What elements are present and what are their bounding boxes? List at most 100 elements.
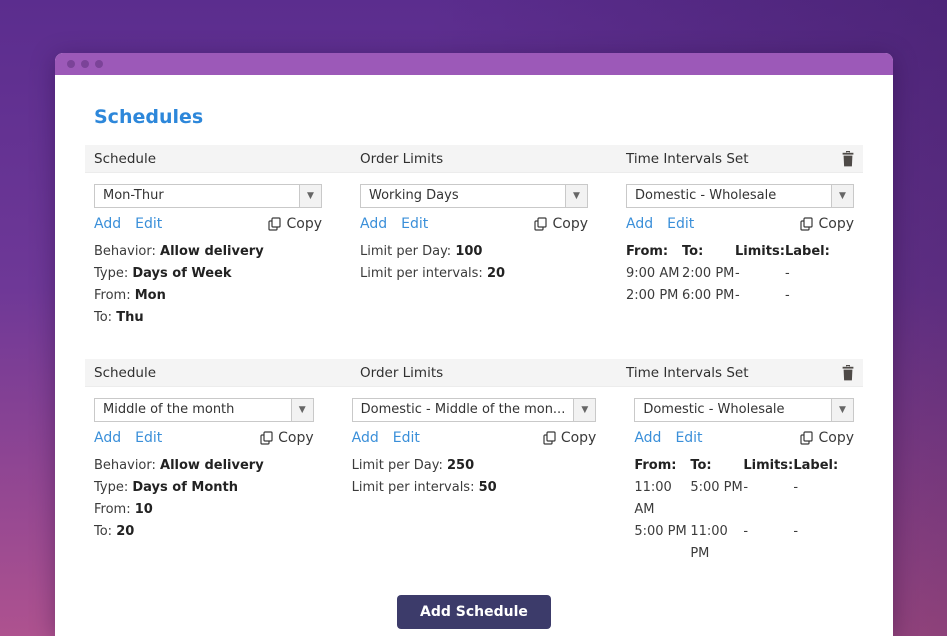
window-dot <box>95 60 103 68</box>
delete-schedule-button[interactable] <box>839 150 857 168</box>
order-limits-copy-button[interactable]: Copy <box>543 430 596 446</box>
schedule-select-value: Mon-Thur <box>103 188 164 203</box>
interval-cell: 2:00 PM <box>626 288 679 303</box>
schedule-select[interactable]: Mon-Thur ▼ <box>94 184 322 208</box>
interval-cell: 2:00 PM <box>682 266 735 281</box>
time-intervals-column: Domestic - Wholesale ▼ Add Edit <box>626 184 854 329</box>
time-intervals-edit-link[interactable]: Edit <box>675 430 703 446</box>
time-intervals-column-header: Time Intervals Set <box>626 365 749 381</box>
interval-cell: 5:00 PM <box>634 524 687 539</box>
order-limits-column-header: Order Limits <box>360 151 444 167</box>
order-limits-column-header: Order Limits <box>360 365 444 381</box>
schedule-edit-link[interactable]: Edit <box>135 430 163 446</box>
time-intervals-select[interactable]: Domestic - Wholesale ▼ <box>634 398 854 422</box>
order-limit-detail: Limit per Day: 250 <box>351 458 475 473</box>
schedule-add-link[interactable]: Add <box>94 430 122 446</box>
schedule-detail: To: Thu <box>94 310 144 325</box>
schedule-card-body: Mon-Thur ▼ Add Edit <box>85 173 863 329</box>
time-intervals-select-value: Domestic - Wholesale <box>635 188 777 203</box>
schedule-add-link[interactable]: Add <box>94 216 122 232</box>
interval-cell: 11:00 AM <box>634 480 672 517</box>
window-titlebar <box>55 53 893 75</box>
copy-icon <box>534 217 548 231</box>
copy-icon <box>260 431 273 445</box>
time-intervals-add-link[interactable]: Add <box>626 216 654 232</box>
interval-cell: - <box>735 266 740 281</box>
time-intervals-column: Domestic - Wholesale ▼ Add Edit <box>634 398 854 565</box>
time-intervals-copy-button[interactable]: Copy <box>800 216 854 232</box>
order-limits-column: Working Days ▼ Add Edit <box>360 184 588 329</box>
order-limits-edit-link[interactable]: Edit <box>392 430 420 446</box>
time-intervals-select-value: Domestic - Wholesale <box>643 402 785 417</box>
schedule-copy-button[interactable]: Copy <box>260 430 314 446</box>
order-limit-detail: Limit per intervals: 20 <box>360 266 506 281</box>
interval-cell: 6:00 PM <box>682 288 735 303</box>
chevron-down-icon[interactable]: ▼ <box>573 399 596 421</box>
intervals-table: From: To: Limits: Label: 11:00 AM 5:00 P… <box>634 455 854 565</box>
time-intervals-copy-button[interactable]: Copy <box>800 430 854 446</box>
order-limits-select[interactable]: Domestic - Middle of the mon... ▼ <box>351 398 597 422</box>
time-intervals-column-header: Time Intervals Set <box>626 151 749 167</box>
interval-cell: - <box>735 288 740 303</box>
intervals-table: From: To: Limits: Label: 9:00 AM 2:00 PM… <box>626 241 854 307</box>
interval-cell: - <box>743 480 749 495</box>
schedule-edit-link[interactable]: Edit <box>135 216 163 232</box>
schedule-detail: Behavior: Allow delivery <box>94 244 264 259</box>
time-intervals-select[interactable]: Domestic - Wholesale ▼ <box>626 184 854 208</box>
copy-icon <box>543 431 556 445</box>
order-limits-select[interactable]: Working Days ▼ <box>360 184 588 208</box>
copy-icon <box>268 217 282 231</box>
schedule-card-body: Middle of the month ▼ Add Edit <box>85 387 863 565</box>
schedule-detail: To: 20 <box>94 524 135 539</box>
schedule-detail: Behavior: Allow delivery <box>94 458 264 473</box>
interval-cell: - <box>743 524 749 539</box>
schedule-detail: Type: Days of Month <box>94 480 238 495</box>
order-limits-edit-link[interactable]: Edit <box>401 216 429 232</box>
interval-cell: 5:00 PM <box>690 480 743 495</box>
schedule-card-header: Schedule Order Limits Time Intervals Set <box>85 145 863 173</box>
schedule-column-header: Schedule <box>94 365 157 381</box>
schedule-detail: From: Mon <box>94 288 166 303</box>
main-content: Schedules Schedule Order Limits Time Int… <box>55 106 893 629</box>
schedule-card: Schedule Order Limits Time Intervals Set <box>85 359 863 565</box>
time-intervals-edit-link[interactable]: Edit <box>667 216 695 232</box>
interval-cell: - <box>785 288 790 303</box>
schedule-card-header: Schedule Order Limits Time Intervals Set <box>85 359 863 387</box>
order-limits-column: Domestic - Middle of the mon... ▼ Add Ed… <box>351 398 597 565</box>
interval-cell: - <box>793 480 799 495</box>
interval-cell: 11:00 PM <box>690 524 728 561</box>
chevron-down-icon[interactable]: ▼ <box>290 399 313 421</box>
copy-icon <box>800 217 814 231</box>
trash-icon <box>841 151 855 167</box>
trash-icon <box>841 365 855 381</box>
window-dot <box>81 60 89 68</box>
schedule-select[interactable]: Middle of the month ▼ <box>94 398 314 422</box>
chevron-down-icon[interactable]: ▼ <box>831 185 853 207</box>
schedule-copy-button[interactable]: Copy <box>268 216 322 232</box>
chevron-down-icon[interactable]: ▼ <box>831 399 853 421</box>
window-dot <box>67 60 75 68</box>
schedule-card: Schedule Order Limits Time Intervals Set <box>85 145 863 329</box>
schedule-column-header: Schedule <box>94 151 157 167</box>
schedule-column: Mon-Thur ▼ Add Edit <box>94 184 322 329</box>
order-limit-detail: Limit per intervals: 50 <box>351 480 497 495</box>
order-limits-select-value: Domestic - Middle of the mon... <box>360 402 566 417</box>
time-intervals-add-link[interactable]: Add <box>634 430 662 446</box>
interval-cell: 9:00 AM <box>626 266 680 281</box>
order-limit-detail: Limit per Day: 100 <box>360 244 483 259</box>
delete-schedule-button[interactable] <box>839 364 857 382</box>
copy-icon <box>800 431 814 445</box>
schedule-column: Middle of the month ▼ Add Edit <box>94 398 314 565</box>
chevron-down-icon[interactable]: ▼ <box>299 185 321 207</box>
chevron-down-icon[interactable]: ▼ <box>565 185 587 207</box>
page-title: Schedules <box>94 106 204 128</box>
schedule-detail: Type: Days of Week <box>94 266 232 281</box>
app-window: Schedules Schedule Order Limits Time Int… <box>55 53 893 636</box>
interval-cell: - <box>793 524 799 539</box>
interval-cell: - <box>785 266 790 281</box>
order-limits-add-link[interactable]: Add <box>360 216 388 232</box>
order-limits-add-link[interactable]: Add <box>351 430 379 446</box>
add-schedule-button[interactable]: Add Schedule <box>397 595 551 629</box>
order-limits-copy-button[interactable]: Copy <box>534 216 588 232</box>
schedule-select-value: Middle of the month <box>103 402 235 417</box>
